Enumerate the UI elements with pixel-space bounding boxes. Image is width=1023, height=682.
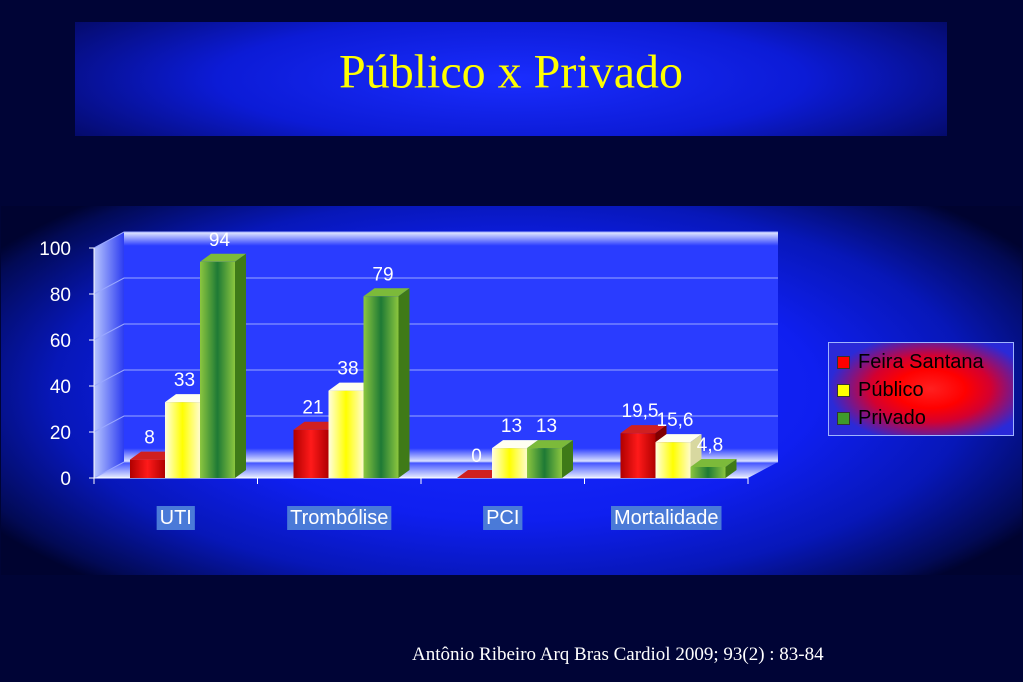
chart-legend: Feira Santana Público Privado [828,342,1014,436]
bar-side [235,253,246,478]
bar-público [165,402,200,478]
chart-side-wall [94,232,124,478]
data-label: 38 [337,359,358,380]
legend-item: Privado [837,404,1013,432]
legend-swatch [837,383,850,397]
bar-top [328,382,375,391]
bar-top [690,458,737,467]
data-label: 13 [536,416,557,437]
bar-top [655,434,702,443]
bar-side [725,458,737,478]
x-tick-label: Mortalidade [614,507,719,529]
bar-top [492,440,538,449]
bar-top [457,470,503,478]
x-tick-label-bg [483,506,523,530]
x-tick-label: UTI [160,507,192,529]
bar-top [363,288,410,297]
y-tick-label: 80 [50,285,71,306]
x-tick-label: Trombólise [290,507,388,529]
data-label: 21 [302,398,323,419]
bar-privado [363,296,399,478]
legend-item: Público [837,376,1013,404]
data-label: 19,5 [622,401,659,422]
data-label: 33 [174,370,195,391]
gridline [93,277,778,295]
bar-privado [200,261,235,478]
data-label: 15,6 [657,410,694,431]
bar-privado [690,466,726,478]
bar-top [165,394,211,403]
gridline [93,415,778,433]
x-tick-label-bg [610,506,722,530]
bar-side [398,288,410,478]
gridline [93,369,778,387]
data-label: 4,8 [697,435,723,456]
y-tick-label: 60 [50,331,71,352]
bar-top [130,451,176,460]
chart-floor [94,462,778,478]
data-label: 8 [144,428,155,449]
legend-label: Feira Santana [858,350,984,373]
gridline [93,231,778,249]
legend-swatch [837,355,850,369]
y-tick-label: 40 [50,377,71,398]
bar-chart: 0 20 40 60 80 100 8 33 94 UTI 21 38 79 Trombólise 0 13 1… [39,230,778,530]
bar-feira-santana [620,433,656,478]
y-tick-label: 100 [39,239,71,260]
data-label: 79 [372,264,393,285]
y-tick-label: 20 [50,423,71,444]
bar-privado [527,448,562,478]
bar-feira-santana [130,459,165,478]
bar-top [527,440,573,449]
x-tick-label-bg [156,506,195,530]
bar-top [293,421,340,430]
x-tick-label-bg [287,506,392,530]
slide-title: Público x Privado [339,45,683,99]
legend-swatch [837,411,850,425]
bar-público [655,442,691,478]
bar-público [328,390,364,478]
title-band: Público x Privado [75,22,947,136]
bar-top [200,253,246,262]
bar-top [620,425,667,434]
x-tick-label: PCI [486,507,519,529]
legend-label: Público [858,378,924,401]
data-label: 94 [209,230,231,251]
y-tick-label: 0 [60,469,71,490]
legend-label: Privado [858,406,926,429]
bar-público [492,448,527,478]
data-label: 13 [501,416,522,437]
data-label: 0 [471,446,482,467]
bar-feira-santana [293,429,329,478]
citation: Antônio Ribeiro Arq Bras Cardiol 2009; 9… [412,644,824,665]
legend-item: Feira Santana [837,348,1013,376]
bar-side [562,440,573,478]
gridline [93,323,778,341]
